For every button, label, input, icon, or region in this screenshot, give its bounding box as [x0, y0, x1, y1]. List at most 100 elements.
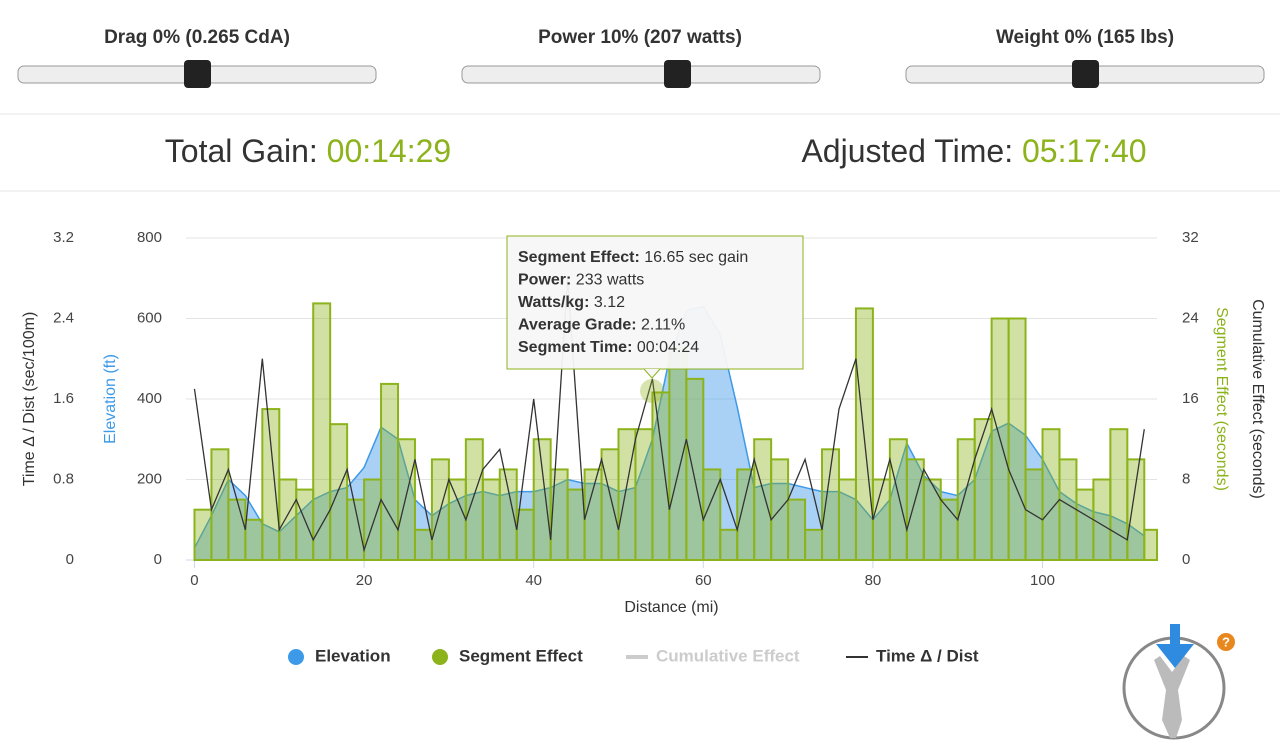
segment-bar [1092, 478, 1112, 561]
tooltip-line: Power: 233 watts [518, 272, 644, 289]
segment-bar [736, 468, 756, 561]
segment-bar [464, 438, 484, 561]
y-axis-title: Elevation (ft) [102, 354, 119, 444]
tooltip-line: Segment Effect: 16.65 sec gain [518, 249, 748, 266]
segment-bar [1143, 528, 1158, 561]
sliders: Drag 0% (0.265 CdA) Power 10% (207 watts… [17, 27, 1265, 88]
tooltip-value: 16.65 sec gain [644, 249, 748, 266]
segment-bar [295, 488, 315, 561]
x-tick-label: 80 [865, 572, 882, 589]
segment-bar [312, 302, 332, 561]
legend-label[interactable]: Segment Effect [459, 646, 583, 665]
segment-bar [702, 468, 722, 561]
legend-label[interactable]: Time Δ / Dist [876, 646, 979, 665]
segment-bar [804, 528, 824, 561]
y2-tick-label: 16 [1182, 390, 1199, 407]
help-badge[interactable] [1217, 633, 1235, 651]
segment-bar [380, 382, 400, 561]
legend-symbol [288, 649, 304, 665]
legend-label[interactable]: Elevation [315, 646, 391, 665]
adjusted-time: Adjusted Time: 05:17:40 [801, 133, 1146, 169]
help-text: ? [1222, 634, 1230, 649]
total-gain: Total Gain: 00:14:29 [165, 133, 451, 169]
slider-label: Weight 0% (165 lbs) [996, 27, 1174, 48]
tooltip-label: Power: [518, 272, 571, 289]
segment-bar [956, 438, 976, 561]
x-tick-label: 0 [190, 572, 198, 589]
segment-bar [1075, 488, 1095, 561]
segment-bar [973, 418, 993, 561]
legend-label[interactable]: Cumulative Effect [656, 646, 800, 665]
segment-bar [888, 438, 908, 561]
y3-axis-title: Time Δ / Dist (sec/100m) [21, 312, 38, 487]
segment-bar [1007, 317, 1027, 561]
segment-bar [193, 508, 213, 561]
segment-bar [685, 377, 705, 561]
y2-axis-title: Segment Effect (seconds) [1213, 307, 1230, 491]
segment-bar [549, 468, 569, 561]
segment-bar [447, 478, 467, 561]
segment-bar [481, 478, 501, 561]
segment-bar [397, 438, 416, 561]
x-tick-label: 20 [356, 572, 373, 589]
y3-tick-label: 2.4 [53, 309, 74, 326]
x-axis-title: Distance (mi) [624, 599, 718, 616]
slider-thumb[interactable] [664, 60, 691, 88]
tooltip-pointer [643, 368, 661, 379]
tooltip-label: Segment Effect: [518, 249, 640, 266]
rider-figure [1154, 656, 1190, 738]
segment-bar [719, 528, 739, 561]
y2-tick-label: 8 [1182, 470, 1190, 487]
tooltip-label: Segment Time: [518, 339, 632, 356]
slider-label: Drag 0% (0.265 CdA) [104, 27, 290, 48]
segment-bar [600, 448, 620, 561]
tooltip-value: 3.12 [594, 294, 625, 311]
segment-bar [583, 468, 603, 561]
y3-tick-label: 0.8 [53, 470, 74, 487]
slider-thumb[interactable] [184, 60, 211, 88]
hover-marker [640, 379, 664, 403]
slider-label: Power 10% (207 watts) [538, 27, 742, 48]
slider-track[interactable] [461, 65, 821, 84]
y3-tick-label: 3.2 [53, 229, 74, 246]
y-tick-label: 600 [137, 309, 162, 326]
y2-tick-label: 24 [1182, 309, 1199, 326]
y4-axis-title: Cumulative Effect (seconds) [1249, 299, 1266, 499]
help-widget[interactable]: ? [1122, 624, 1235, 740]
legend-symbol [432, 649, 448, 665]
chart: 0 200 400 600 800 0 0.8 1.6 2.4 3.2 0 8 16 24 32 0 20 40 6… [21, 229, 1266, 666]
segment-bar [363, 478, 383, 561]
x-tick-label: 100 [1030, 572, 1055, 589]
y2-tick-label: 32 [1182, 229, 1199, 246]
tooltip-label: Watts/kg: [518, 294, 589, 311]
segment-bar [244, 518, 264, 561]
segment-bar [261, 408, 281, 561]
segment-bar [668, 347, 688, 561]
tooltip-label: Average Grade: [518, 317, 637, 334]
segment-bar [1109, 428, 1129, 561]
time-line [193, 278, 1145, 553]
segment-bar [1126, 458, 1146, 561]
tooltip-value: 233 watts [576, 272, 644, 289]
segment-bar [227, 498, 247, 561]
segment-bar [413, 528, 433, 561]
stat-label: Total Gain: [165, 133, 318, 169]
segment-bar [922, 478, 942, 561]
y2-tick-label: 0 [1182, 551, 1190, 568]
tooltip-value: 2.11% [641, 317, 685, 334]
y3-tick-label: 0 [66, 551, 74, 568]
segment-bar [787, 498, 807, 561]
segment-bar [532, 438, 552, 561]
tooltip [506, 235, 804, 370]
x-tick-label: 40 [525, 572, 542, 589]
slider-thumb[interactable] [1072, 60, 1099, 88]
arrow-head [1156, 644, 1194, 668]
segment-bar [566, 488, 586, 561]
segment-bar [1041, 428, 1061, 561]
tooltip-value: 00:04:24 [637, 339, 699, 356]
segment-bar [329, 423, 349, 561]
tooltip-line: Average Grade: 2.11% [518, 317, 685, 334]
